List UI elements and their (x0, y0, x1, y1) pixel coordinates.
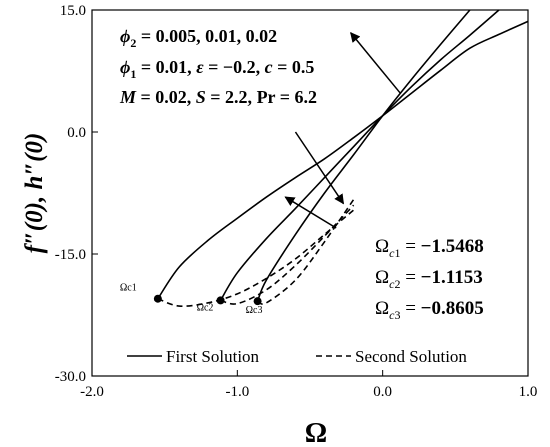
phi2-values: = 0.005, 0.01, 0.02 (136, 26, 277, 46)
x-tick-label: 0.0 (373, 384, 392, 400)
s-value: = 2.2, (206, 87, 257, 107)
m-value: = 0.02, (136, 87, 196, 107)
first-solution-curve-1 (157, 20, 529, 300)
first-solution-curve-2 (219, 9, 500, 301)
critical-point-label-1: Ωc1 (120, 283, 137, 294)
s-symbol: S (196, 87, 206, 107)
data-curves (157, 9, 529, 307)
y-axis-title: f″(0), h″(0) (21, 133, 48, 254)
legend-first-solution: First Solution (166, 347, 260, 366)
annotation-phi1: ϕ1 = 0.01, ε = −0.2, c = 0.5 (120, 57, 314, 81)
plot-frame (91, 9, 529, 377)
second-solution-curve-2 (220, 204, 355, 305)
y-axis-ticks: -30.0 -15.0 0.0 15.0 (55, 3, 98, 385)
critical-point-label-3: Ωc3 (246, 305, 263, 316)
m-symbol: M (119, 87, 137, 107)
phi1-values: = 0.01, (136, 57, 196, 77)
critical-point-2 (216, 296, 225, 305)
phi1-sub: 1 (130, 67, 136, 81)
x-axis-title: Ω (305, 418, 327, 447)
x-tick-label: -1.0 (225, 384, 249, 400)
direction-arrow (284, 196, 337, 229)
x-tick-label: -2.0 (80, 384, 104, 400)
x-tick-label: 1.0 (519, 384, 538, 400)
pr-symbol: Pr = 6.2 (257, 87, 317, 107)
epsilon-symbol: ε (196, 57, 204, 77)
critical-point-1 (153, 294, 162, 303)
critical-value-3: Ωc3 = −0.8605 (375, 298, 484, 322)
c-symbol: c (265, 57, 273, 77)
legend-second-solution: Second Solution (355, 347, 467, 366)
critical-value-1: Ωc1 = −1.5468 (375, 236, 484, 260)
y-tick-label: -15.0 (55, 247, 86, 263)
annotation-m-s-pr: M = 0.02, S = 2.2, Pr = 6.2 (119, 87, 317, 107)
annotation-phi2: ϕ2 = 0.005, 0.01, 0.02 (120, 26, 277, 50)
critical-point-3 (253, 297, 262, 306)
direction-arrow (350, 32, 401, 94)
critical-point-label-2: Ωc2 (197, 302, 214, 313)
y-tick-label: -30.0 (55, 369, 86, 385)
phi1-symbol: ϕ (120, 57, 130, 77)
second-solution-curve-3 (257, 199, 355, 305)
critical-value-2: Ωc2 = −1.1153 (375, 267, 483, 291)
direction-arrows (284, 32, 401, 229)
y-tick-label: 0.0 (67, 125, 86, 141)
critical-points: Ωc1 Ωc2 Ωc3 (120, 283, 263, 316)
y-tick-label: 15.0 (60, 3, 86, 19)
x-axis-ticks: -2.0 -1.0 0.0 1.0 (80, 370, 537, 400)
c-value: = 0.5 (273, 57, 315, 77)
phi2-symbol: ϕ (120, 26, 130, 46)
second-solution-curve-1 (157, 209, 355, 307)
phi2-sub: 2 (130, 36, 136, 50)
epsilon-value: = −0.2, (204, 57, 265, 77)
first-solution-curve-3 (256, 9, 471, 302)
direction-arrow (294, 131, 345, 205)
